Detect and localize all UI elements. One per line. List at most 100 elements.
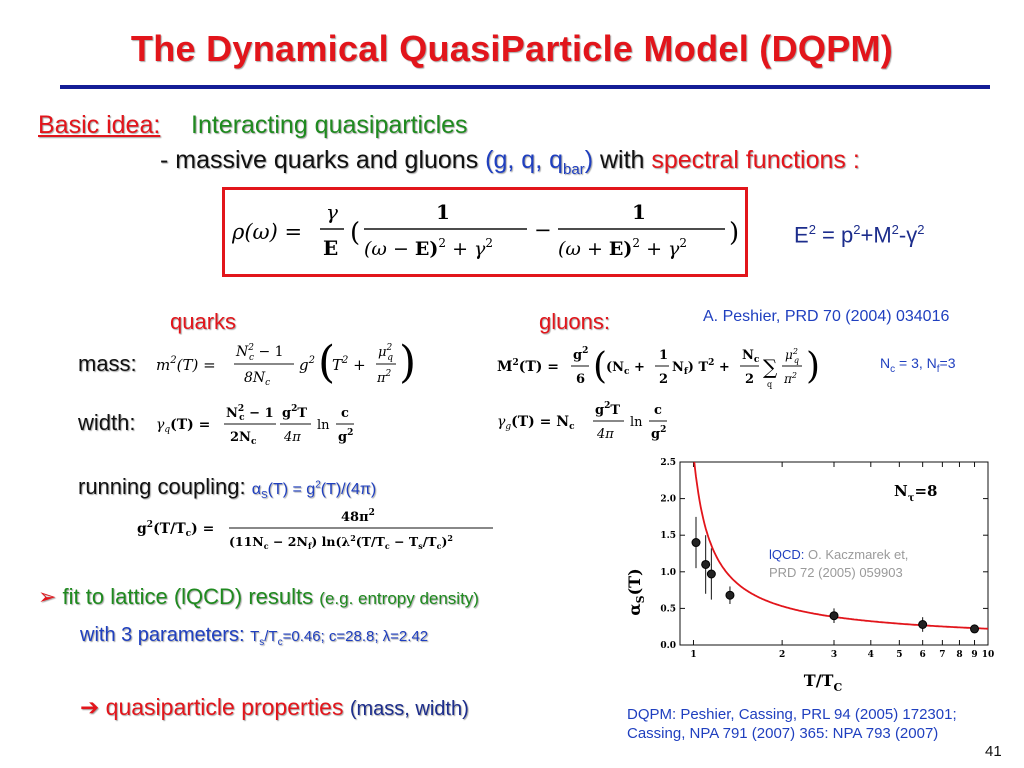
svg-text:N2c − 1: N2 c − 1 bbox=[235, 343, 284, 363]
data-point bbox=[706, 569, 716, 579]
ts-sub: s bbox=[259, 637, 265, 648]
svg-text:): ) bbox=[399, 337, 416, 388]
quark-width-equation: γq(T) = N2 c − 1 2Nc g2T 4π ln c g2 bbox=[156, 404, 354, 447]
coupling-equation: g2(T/Tc) = 48π2 (11Nc − 2Nf) ln(λ2(T/Tc … bbox=[137, 508, 493, 551]
svg-text:g2T: g2T bbox=[282, 404, 307, 421]
svg-text:(11Nc − 2Nf) ln(λ2(T/Tc − Ts/T: (11Nc − 2Nf) ln(λ2(T/Tc − Ts/Tc)2 bbox=[229, 533, 453, 551]
energy-m: M bbox=[873, 222, 892, 248]
basic-idea-text: Interacting quasiparticles bbox=[191, 111, 468, 139]
svg-text:2Nc: 2Nc bbox=[230, 430, 257, 447]
svg-text:∑: ∑ bbox=[763, 355, 778, 379]
coupling-sup: 2 bbox=[315, 479, 321, 491]
svg-text:(: ( bbox=[593, 346, 607, 387]
svg-text:N2c − 1: N2 c − 1 bbox=[226, 404, 274, 423]
svg-text:Nc: Nc bbox=[742, 348, 760, 365]
tc-sub: c bbox=[277, 637, 283, 648]
svg-text:g2T: g2T bbox=[595, 401, 620, 418]
svg-text:(: ( bbox=[318, 337, 335, 388]
energy-lhs: E bbox=[794, 222, 809, 248]
fit-curve-path bbox=[693, 462, 988, 630]
svg-text:Nf) T2 +: Nf) T2 + bbox=[672, 358, 730, 377]
y-tick-label: 0.0 bbox=[660, 641, 676, 651]
nf-sub: f bbox=[936, 363, 940, 375]
energy-p-exp: 2 bbox=[853, 222, 861, 237]
x-axis-label: T/TC bbox=[804, 671, 843, 694]
bullet-prefix: - massive quarks and gluons bbox=[160, 146, 486, 174]
chart-axes: 0.0 0.5 1.0 1.5 2.0 2.5 1 2 3 4 5 6 7 8 9 10 bbox=[660, 458, 994, 660]
species-sub: bar bbox=[563, 161, 585, 178]
data-point bbox=[725, 590, 735, 600]
data-point bbox=[691, 538, 701, 548]
gluon-mass-equation: M2(T) = g2 6 ( (Nc + 1 2 Nf) T2 + Nc 2 ∑… bbox=[497, 346, 820, 389]
coupling-end: (T)/(4π) bbox=[320, 481, 377, 498]
svg-text:g2: g2 bbox=[299, 355, 315, 374]
x-tick-label: 9 bbox=[971, 650, 977, 660]
tc-label: /T bbox=[264, 628, 278, 645]
svg-text:6: 6 bbox=[576, 372, 585, 387]
basic-idea-label: Basic idea: bbox=[38, 111, 161, 139]
svg-text:π2: π2 bbox=[783, 371, 797, 386]
svg-text:T2 +: T2 + bbox=[332, 355, 366, 374]
color-flavor-numbers: Nc = 3, Nf=3 bbox=[880, 355, 956, 375]
energy-p: p bbox=[841, 222, 854, 248]
title-divider bbox=[60, 85, 990, 89]
result-arrow-icon: ➔ bbox=[80, 694, 100, 720]
energy-gamma: γ bbox=[906, 222, 918, 248]
energy-eq: = bbox=[815, 222, 841, 248]
page-title: The Dynamical QuasiParticle Model (DQPM) bbox=[130, 28, 894, 69]
svg-text:g2(T/Tc) =: g2(T/Tc) = bbox=[137, 520, 214, 539]
spectral-function-equation: ρ(ω) = γ E ( 1 (ω − E)2 + γ2 − 1 (ω + E)… bbox=[232, 200, 739, 260]
svg-text:m2(T) =: m2(T) = bbox=[156, 355, 216, 374]
svg-text:μ2q: μ2 q bbox=[378, 343, 393, 363]
spectral-functions: spectral functions : bbox=[651, 146, 860, 174]
data-point bbox=[701, 559, 711, 569]
ntau-annotation: Nτ=8 bbox=[894, 482, 937, 504]
params-label: with 3 parameters: bbox=[80, 624, 251, 646]
result-note: (mass, width) bbox=[349, 698, 469, 720]
svg-text:4π: 4π bbox=[283, 430, 301, 445]
svg-text:ln: ln bbox=[317, 418, 330, 433]
svg-text:μ2q: μ2 q bbox=[785, 347, 799, 365]
x-tick-label: 1 bbox=[690, 650, 696, 660]
x-tick-label: 6 bbox=[920, 650, 926, 660]
lqcd-annotation: lQCD: O. Kaczmarek et, bbox=[769, 547, 908, 562]
nc-sub: c bbox=[890, 363, 896, 375]
fit-example: (e.g. entropy density) bbox=[319, 589, 479, 608]
svg-text:E: E bbox=[323, 236, 338, 260]
alpha-s-chart: 0.0 0.5 1.0 1.5 2.0 2.5 1 2 3 4 5 6 7 8 9 10 Nτ=8 lQCD:… bbox=[628, 458, 994, 694]
y-tick-label: 2.0 bbox=[660, 495, 676, 505]
svg-text:): ) bbox=[806, 346, 820, 387]
x-tick-label: 7 bbox=[939, 650, 945, 660]
svg-text:q: q bbox=[767, 380, 772, 389]
species-text: (g, q, q bbox=[485, 146, 563, 174]
svg-text:ln: ln bbox=[630, 415, 643, 430]
spectral-function-box bbox=[222, 187, 748, 277]
alpha-sub: S bbox=[260, 490, 268, 502]
svg-text:8Nc: 8Nc bbox=[244, 370, 270, 388]
width-label: width: bbox=[78, 410, 136, 435]
svg-text:4π: 4π bbox=[596, 427, 614, 442]
dqpm-reference: DQPM: Peshier, Cassing, PRL 94 (2005) 17… bbox=[627, 705, 957, 743]
y-tick-label: 2.5 bbox=[660, 458, 676, 468]
dqpm-ref-line2: Cassing, NPA 791 (2007) 365: NPA 793 (20… bbox=[627, 725, 939, 742]
result-line: ➔ quasiparticle properties (mass, width) bbox=[80, 694, 469, 721]
svg-text:c: c bbox=[341, 406, 349, 421]
svg-text:48π2: 48π2 bbox=[341, 508, 375, 525]
svg-text:c: c bbox=[654, 403, 662, 418]
data-point bbox=[918, 620, 928, 630]
gluons-label: gluons: bbox=[539, 309, 610, 334]
fit-text: fit to lattice (lQCD) results bbox=[56, 584, 320, 609]
bullet-line: - massive quarks and gluons (g, q, qbar)… bbox=[160, 146, 860, 178]
nf-value: =3 bbox=[939, 355, 956, 371]
svg-text:g2: g2 bbox=[573, 346, 588, 363]
peshier-reference: A. Peshier, PRD 70 (2004) 034016 bbox=[703, 308, 950, 325]
params-values: Ts/Tc=0.46; c=28.8; λ=2.42 bbox=[250, 628, 428, 648]
mass-label: mass: bbox=[78, 351, 137, 376]
lqcd-annotation-ref: PRD 72 (2005) 059903 bbox=[769, 565, 903, 580]
nc-label: N bbox=[880, 355, 891, 371]
svg-text:M2(T) =: M2(T) = bbox=[497, 358, 559, 375]
svg-text:(Nc +: (Nc + bbox=[606, 360, 645, 377]
svg-text:γ: γ bbox=[326, 200, 338, 224]
svg-text:g2: g2 bbox=[338, 428, 353, 445]
y-tick-label: 1.0 bbox=[660, 568, 676, 578]
